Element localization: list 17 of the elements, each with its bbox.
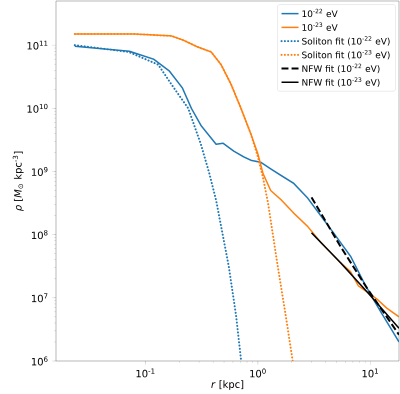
y-tick-label: 10$^{7}$	[32, 293, 48, 302]
legend-label: NFW fit (10$^{-23}$ eV)	[302, 77, 380, 87]
legend-label: 10$^{-23}$ eV	[302, 22, 338, 31]
y-tick-label: 10$^{6}$	[32, 356, 48, 366]
x-tick-label: 10$^{-1}$	[136, 368, 154, 378]
x-tick-label: 10$^{0}$	[250, 368, 266, 378]
y-tick-label: 10$^{8}$	[32, 230, 48, 240]
y-tick-label: 10$^{10}$	[28, 104, 48, 113]
y-axis-title: ρ [M$_{⊙}$ kpc$^{-3}$]	[12, 152, 24, 212]
y-tick-label: 10$^{11}$	[28, 40, 48, 50]
legend-label: Soliton fit (10$^{-22}$ eV)	[302, 36, 390, 46]
y-tick-label: 10$^{9}$	[32, 167, 48, 176]
legend-label: Soliton fit (10$^{-23}$ eV)	[302, 50, 390, 60]
legend-label: 10$^{-22}$ eV	[302, 8, 338, 18]
legend-label: NFW fit (10$^{-22}$ eV)	[302, 64, 380, 74]
x-tick-label: 10$^{1}$	[362, 368, 378, 378]
x-axis-title: r [kpc]	[211, 380, 244, 390]
